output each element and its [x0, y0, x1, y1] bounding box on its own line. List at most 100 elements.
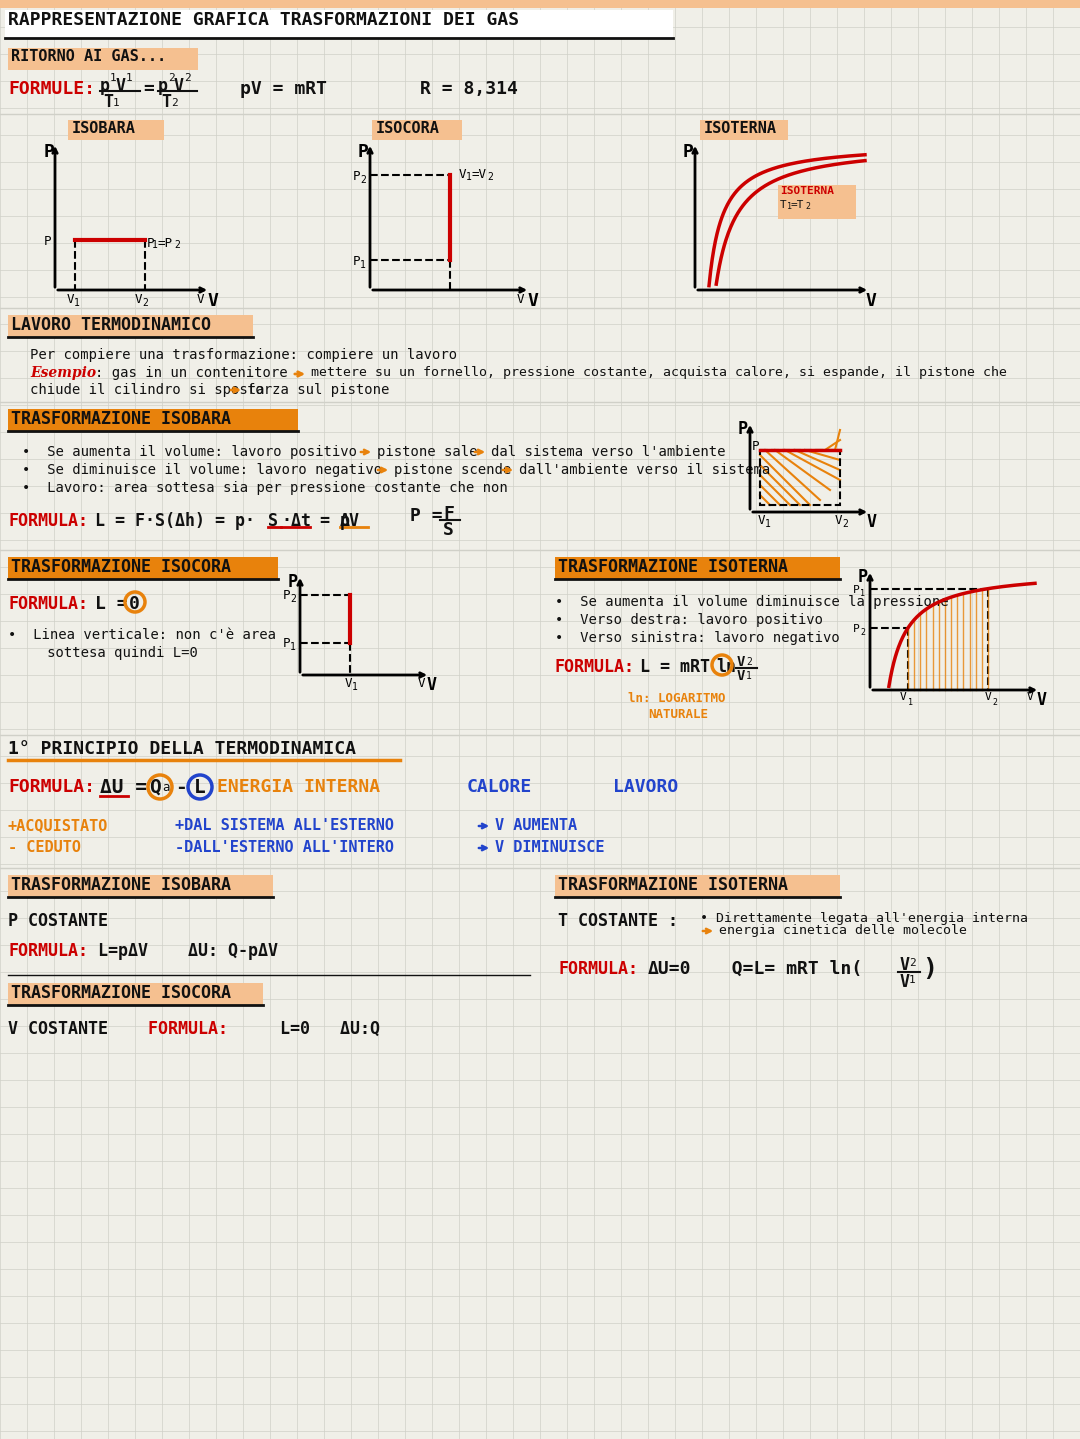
Text: V: V	[900, 973, 910, 991]
Text: P: P	[283, 637, 291, 650]
Text: P: P	[752, 440, 759, 453]
Text: L =: L =	[95, 594, 127, 613]
Text: 1: 1	[291, 642, 296, 652]
Text: FORMULA:: FORMULA:	[555, 658, 635, 676]
Text: V COSTANTE: V COSTANTE	[8, 1020, 148, 1038]
Text: ·Δt: ·Δt	[281, 512, 311, 530]
FancyBboxPatch shape	[8, 47, 198, 71]
Text: 1: 1	[787, 201, 792, 212]
Text: dal sistema verso l'ambiente: dal sistema verso l'ambiente	[491, 445, 726, 459]
Text: LAVORO: LAVORO	[613, 778, 678, 796]
Text: P: P	[858, 568, 868, 586]
Text: 1: 1	[746, 671, 752, 681]
Text: pistone scende: pistone scende	[394, 463, 511, 476]
Text: 1: 1	[110, 73, 117, 83]
Text: ISOTERNA: ISOTERNA	[704, 121, 777, 137]
FancyBboxPatch shape	[5, 10, 673, 37]
Text: V DIMINUISCE: V DIMINUISCE	[495, 840, 605, 855]
Text: P: P	[738, 420, 748, 437]
Text: V: V	[427, 676, 437, 694]
Text: TRASFORMAZIONE ISOCORA: TRASFORMAZIONE ISOCORA	[11, 558, 231, 576]
Text: 1: 1	[908, 698, 913, 707]
Text: sottesa quindi L=0: sottesa quindi L=0	[22, 646, 198, 661]
Text: P: P	[357, 142, 369, 161]
Text: 2: 2	[909, 958, 916, 968]
FancyBboxPatch shape	[8, 409, 298, 432]
Text: L = F·S(Δh) = p·: L = F·S(Δh) = p·	[95, 512, 255, 530]
Text: 1: 1	[465, 173, 472, 181]
Text: ln: LOGARITMO: ln: LOGARITMO	[627, 692, 726, 705]
Text: V: V	[116, 78, 126, 95]
FancyBboxPatch shape	[700, 119, 788, 140]
Text: 2: 2	[171, 98, 178, 108]
Text: =V: =V	[472, 168, 487, 181]
Text: 1: 1	[75, 298, 80, 308]
FancyBboxPatch shape	[372, 119, 462, 140]
Text: =P: =P	[158, 237, 173, 250]
FancyBboxPatch shape	[555, 875, 840, 896]
Text: FORMULE:: FORMULE:	[8, 81, 95, 98]
Text: P: P	[683, 142, 693, 161]
Text: TRASFORMAZIONE ISOBARA: TRASFORMAZIONE ISOBARA	[11, 876, 231, 894]
Text: V: V	[517, 294, 525, 307]
Text: 1: 1	[909, 976, 916, 986]
Text: : gas in un contenitore: : gas in un contenitore	[95, 366, 287, 380]
Text: P: P	[283, 589, 291, 602]
Text: 1: 1	[360, 260, 366, 271]
Text: ln: ln	[716, 658, 735, 676]
Text: p: p	[100, 78, 110, 95]
Text: Esempio: Esempio	[30, 366, 96, 380]
Text: FORMULA:: FORMULA:	[8, 594, 87, 613]
Text: ΔU =: ΔU =	[100, 778, 147, 797]
FancyBboxPatch shape	[8, 315, 253, 337]
Text: V: V	[865, 292, 876, 309]
Text: TRASFORMAZIONE ISOBARA: TRASFORMAZIONE ISOBARA	[11, 410, 231, 427]
Text: 1: 1	[126, 73, 133, 83]
Text: Q=L= mRT ln(: Q=L= mRT ln(	[710, 960, 862, 979]
Bar	[760, 450, 840, 505]
Text: TRASFORMAZIONE ISOTERNA: TRASFORMAZIONE ISOTERNA	[558, 558, 788, 576]
Text: dall'ambiente verso il sistema: dall'ambiente verso il sistema	[519, 463, 770, 476]
Text: V: V	[174, 78, 184, 95]
Text: FORMULA:: FORMULA:	[8, 1020, 228, 1038]
Text: RAPPRESENTAZIONE GRAFICA TRASFORMAZIONI DEI GAS: RAPPRESENTAZIONE GRAFICA TRASFORMAZIONI …	[8, 12, 519, 29]
Text: •  Verso sinistra: lavoro negativo: • Verso sinistra: lavoro negativo	[555, 630, 840, 645]
Text: V: V	[758, 514, 766, 527]
Text: T COSTANTE :: T COSTANTE :	[558, 912, 678, 930]
Text: T: T	[103, 94, 113, 111]
Text: L=0   ΔU:Q: L=0 ΔU:Q	[280, 1020, 380, 1038]
Text: =: =	[143, 81, 153, 98]
Text: Q: Q	[149, 778, 161, 797]
Text: V AUMENTA: V AUMENTA	[495, 817, 577, 833]
Text: TRASFORMAZIONE ISOTERNA: TRASFORMAZIONE ISOTERNA	[558, 876, 788, 894]
Text: S: S	[443, 521, 454, 540]
Text: •  Linea verticale: non c'è area: • Linea verticale: non c'è area	[8, 627, 276, 642]
Text: V: V	[197, 294, 204, 307]
Text: P =: P =	[410, 507, 443, 525]
Text: ΔV: ΔV	[340, 512, 360, 530]
Text: 2: 2	[842, 519, 848, 530]
Text: P COSTANTE: P COSTANTE	[8, 912, 108, 930]
Text: - CEDUTO: - CEDUTO	[8, 840, 81, 855]
Text: V: V	[900, 955, 910, 974]
Text: V: V	[900, 692, 907, 702]
Text: ): )	[922, 957, 937, 981]
Text: L = mRT: L = mRT	[640, 658, 710, 676]
Text: FORMULA:: FORMULA:	[8, 512, 87, 530]
Text: 2: 2	[860, 627, 865, 637]
Text: V: V	[418, 676, 426, 689]
Text: chiude il cilindro si sposta: chiude il cilindro si sposta	[30, 383, 265, 397]
Text: •  Se diminuisce il volume: lavoro negativo: • Se diminuisce il volume: lavoro negati…	[22, 463, 382, 476]
Text: P: P	[44, 235, 52, 248]
Text: RITORNO AI GAS...: RITORNO AI GAS...	[11, 49, 166, 63]
Text: T: T	[161, 94, 171, 111]
Text: 1: 1	[860, 589, 865, 597]
Text: V: V	[835, 514, 842, 527]
FancyBboxPatch shape	[8, 875, 273, 896]
Text: 2: 2	[746, 658, 752, 668]
Text: V: V	[459, 168, 467, 181]
FancyBboxPatch shape	[778, 186, 856, 219]
Text: P: P	[853, 584, 860, 594]
Text: LAVORO TERMODINAMICO: LAVORO TERMODINAMICO	[11, 317, 211, 334]
Text: -DALL'ESTERNO ALL'INTERO: -DALL'ESTERNO ALL'INTERO	[175, 840, 394, 855]
